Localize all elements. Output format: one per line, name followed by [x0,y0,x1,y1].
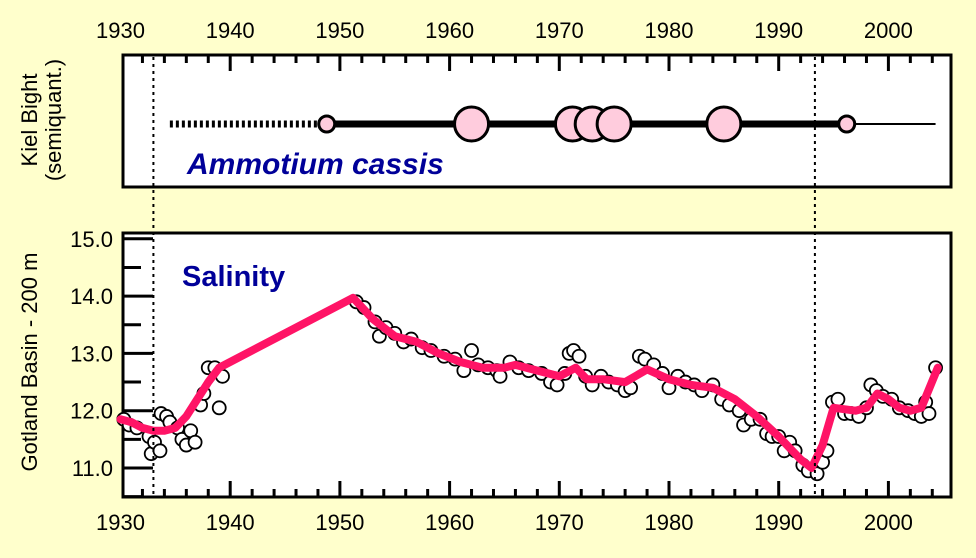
y-tick-label: 11.0 [72,456,113,481]
salinity-smoothed-line [116,293,942,472]
bottom-x-tick-label: 1970 [535,510,584,535]
occurrence-marker-large [453,105,491,143]
observation-point [549,377,565,393]
bottom-x-tick-label: 1950 [315,510,364,535]
top-x-tick-label: 1990 [754,18,803,43]
bottom-x-tick-label: 1960 [425,510,474,535]
observation-point [571,348,587,364]
bottom-x-tick-label: 1940 [206,510,255,535]
bottom-x-tick-labels: 1930 1940 1950 1960 1970 1980 1990 2000 [96,510,913,535]
occurrence-marker-small [837,114,857,134]
y-tick-label: 14.0 [70,284,113,309]
top-y-axis-title-line1: Kiel Bight [17,74,42,167]
bottom-x-tick-label: 1930 [96,510,145,535]
top-x-tick-label: 1950 [315,18,364,43]
observation-point [211,400,227,416]
top-x-tick-label: 2000 [864,18,913,43]
top-x-tick-label: 1930 [96,18,145,43]
top-x-tick-label: 1980 [645,18,694,43]
observation-point [830,391,846,407]
top-panel-label: Ammotium cassis [186,148,444,181]
bottom-x-tick-label: 1980 [645,510,694,535]
top-x-tick-label: 1970 [535,18,584,43]
bottom-y-axis-title: Gotland Basin - 200 m [17,253,42,472]
y-tick-label: 13.0 [70,341,113,366]
bottom-x-tick-label: 2000 [864,510,913,535]
occurrence-marker-large [595,105,633,143]
top-x-tick-label: 1940 [206,18,255,43]
top-x-tick-label: 1960 [425,18,474,43]
top-panel [140,55,936,143]
bottom-panel: 11.0 12.0 13.0 14.0 15.0 [70,227,943,499]
observation-point [464,343,479,358]
bottom-panel-label: Salinity [182,261,285,293]
observation-point [152,443,168,459]
observation-point [492,368,508,384]
occurrence-marker-small [317,114,337,134]
top-y-axis-title-line2: (semiquant.) [41,59,66,181]
bottom-panel-frame [121,231,953,499]
observation-point [187,434,203,450]
y-tick-label: 15.0 [70,227,113,252]
observation-point [921,406,937,421]
occurrence-marker-large [705,105,743,143]
top-x-tick-labels: 1930 1940 1950 1960 1970 1980 1990 2000 [96,18,913,43]
y-tick-label: 12.0 [70,399,113,424]
reference-lines [152,57,816,495]
bottom-x-tick-label: 1990 [754,510,803,535]
